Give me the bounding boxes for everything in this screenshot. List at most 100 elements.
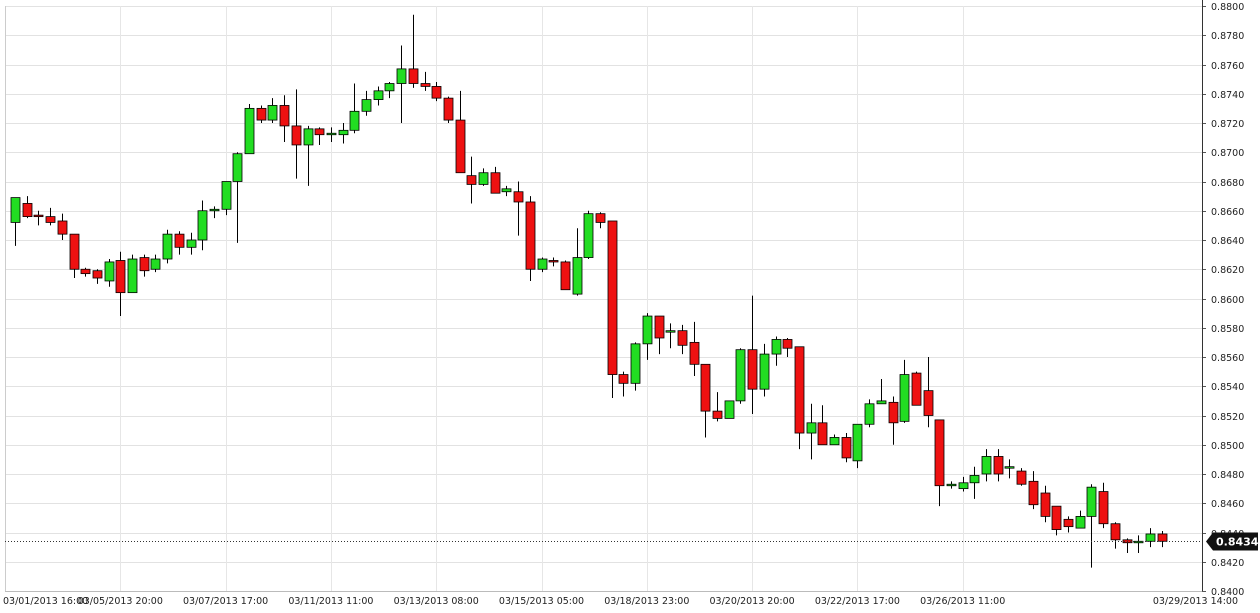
candle-body-down [817, 422, 828, 446]
candle-body-down [654, 315, 665, 339]
candle-body-up [583, 213, 594, 258]
y-tick-label: 0.8740 [1211, 90, 1244, 101]
y-tick-label: 0.8620 [1211, 265, 1244, 276]
y-tick-label: 0.8480 [1211, 470, 1244, 481]
candle-body-up [537, 258, 548, 270]
candle-body-up [981, 456, 992, 475]
candle-body-up [1145, 533, 1156, 542]
candle-body-down [80, 268, 91, 275]
candle-body-up [478, 172, 489, 185]
candle-body-down [291, 125, 302, 146]
candle-body-down [841, 437, 852, 459]
candle-body-down [1051, 505, 1062, 530]
candle-body-down [92, 270, 103, 279]
candle-body-down [431, 86, 442, 99]
candle-body-up [373, 90, 384, 100]
y-tick-label: 0.8640 [1211, 236, 1244, 247]
candle-body-up [501, 188, 512, 193]
candle-body-down [279, 105, 290, 127]
candle-body-down [513, 191, 524, 203]
candle-body-up [10, 197, 21, 223]
candle-body-down [700, 363, 711, 412]
candle-body-up [232, 153, 243, 182]
candle-body-up [864, 403, 875, 425]
candle-body-down [33, 214, 44, 218]
candle-body-up [338, 129, 349, 136]
candle-body-down [782, 339, 793, 349]
candle-body-down [888, 401, 899, 424]
candle-body-down [560, 261, 571, 291]
candle-body-down [548, 260, 559, 263]
x-tick-label: 03/18/2013 23:00 [604, 596, 689, 607]
candle-body-up [899, 374, 910, 422]
candle-body-down [45, 216, 56, 223]
y-tick-label: 0.8660 [1211, 207, 1244, 218]
last-price-marker: 0.8434 [5, 532, 1259, 551]
candle-body-down [689, 341, 700, 365]
y-tick-label: 0.8780 [1211, 31, 1244, 42]
candle-body-up [876, 400, 887, 405]
candle-body-down [607, 220, 618, 375]
candle-body-down [420, 83, 431, 87]
x-tick-label: 03/15/2013 05:00 [499, 596, 584, 607]
candle-body-up [162, 233, 173, 260]
y-tick-label: 0.8700 [1211, 148, 1244, 159]
candle-body-up [267, 105, 278, 121]
y-tick-label: 0.8460 [1211, 499, 1244, 510]
candle-body-down [443, 97, 454, 121]
candle-body-down [256, 107, 267, 121]
y-tick-label: 0.8500 [1211, 441, 1244, 452]
candle-body-down [677, 330, 688, 346]
candle-body-up [244, 107, 255, 155]
candle-body-up [969, 475, 980, 484]
candle-body-down [923, 390, 934, 416]
candle-body-down [314, 128, 325, 136]
candle-body-up [829, 437, 840, 446]
candle-body-up [735, 349, 746, 402]
candle-body-up [759, 353, 770, 390]
y-tick-label: 0.8760 [1211, 61, 1244, 72]
candle-body-down [69, 233, 80, 270]
candle-body-up [724, 400, 735, 419]
candle-body-up [384, 83, 395, 92]
candle-body-up [1075, 516, 1086, 529]
candle-body-down [747, 349, 758, 390]
candle-body-down [1028, 480, 1039, 506]
candle-body-down [794, 346, 805, 434]
y-tick-label: 0.8680 [1211, 178, 1244, 189]
y-tick-label: 0.8800 [1211, 2, 1244, 13]
candle-body-up [572, 257, 583, 295]
x-tick-label: 03/11/2013 11:00 [288, 596, 373, 607]
y-tick-label: 0.8600 [1211, 295, 1244, 306]
candle-body-down [712, 410, 723, 419]
candle-body-down [1157, 533, 1168, 542]
x-tick-label: 03/01/2013 16:00 [3, 596, 88, 607]
candle-body-down [455, 119, 466, 174]
candle-body-down [490, 172, 501, 194]
y-axis: 0.8800 0.8780 0.8760 0.8740 0.8720 0.8700 0.86… [1202, 0, 1244, 598]
x-tick-label: 03/29/2013 14:00 [1153, 596, 1238, 607]
candle-body-up [303, 128, 314, 146]
candle-body-down [934, 419, 945, 487]
candle-body-down [1110, 523, 1121, 541]
candle-body-down [993, 456, 1004, 475]
candle-body-up [197, 210, 208, 241]
candle-body-up [958, 482, 969, 490]
candle-body-down [22, 203, 33, 218]
candle-body-up [209, 208, 220, 212]
candle-body-up [630, 343, 641, 384]
candle-body-up [771, 339, 782, 355]
candle-body-up [326, 132, 337, 136]
x-tick-label: 03/05/2013 20:00 [78, 596, 163, 607]
candle-body-down [139, 257, 150, 272]
candle-body-up [1004, 466, 1015, 469]
candle-body-up [806, 422, 817, 434]
candle-body-down [57, 220, 68, 235]
y-tick-label: 0.8720 [1211, 119, 1244, 130]
y-tick-label: 0.8560 [1211, 353, 1244, 364]
candle-body-up [104, 261, 115, 282]
y-tick-label: 0.8580 [1211, 324, 1244, 335]
candle-body-up [127, 258, 138, 294]
y-tick-label: 0.8420 [1211, 558, 1244, 569]
